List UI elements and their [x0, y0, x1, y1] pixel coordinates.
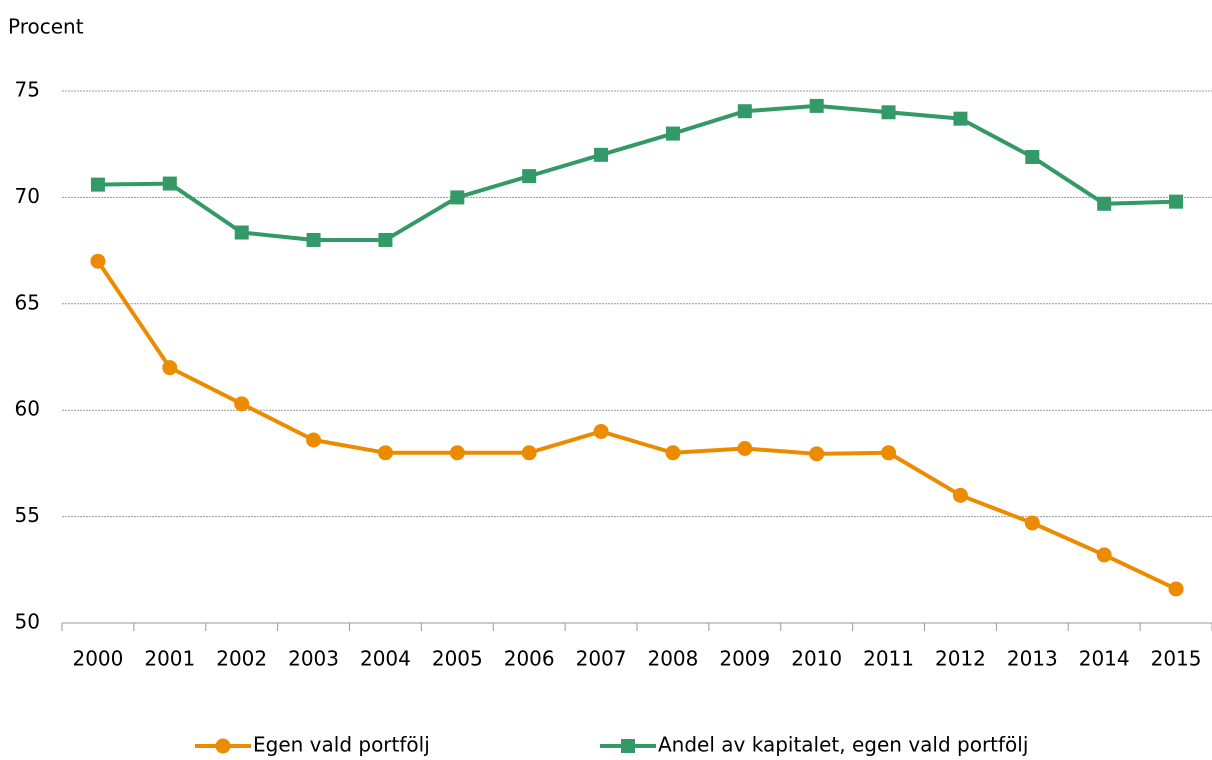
marker — [881, 445, 897, 461]
marker — [1169, 194, 1184, 209]
marker — [521, 445, 537, 461]
marker — [665, 445, 681, 461]
marker — [234, 225, 249, 240]
marker — [450, 190, 465, 205]
marker — [737, 441, 753, 457]
marker — [737, 104, 752, 119]
legend-label: Andel av kapitalet, egen vald portfölj — [658, 733, 1028, 757]
x-tick-label: 2008 — [647, 647, 698, 671]
x-tick-label: 2015 — [1151, 647, 1202, 671]
x-tick-label: 2007 — [576, 647, 627, 671]
series-line — [96, 260, 1177, 591]
y-tick-label: 50 — [15, 610, 40, 634]
legend-marker — [621, 739, 635, 753]
marker — [809, 98, 824, 113]
marker — [1096, 547, 1112, 563]
marker — [952, 487, 968, 503]
y-tick-label: 55 — [15, 503, 40, 527]
x-tick-label: 2011 — [863, 647, 914, 671]
legend-label: Egen vald portfölj — [253, 733, 430, 757]
y-tick-label: 70 — [15, 184, 40, 208]
marker — [809, 446, 825, 462]
marker — [449, 445, 465, 461]
marker — [594, 147, 609, 162]
marker — [953, 111, 968, 126]
marker — [162, 360, 178, 376]
x-tick-label: 2001 — [144, 647, 195, 671]
x-tick-label: 2000 — [72, 647, 123, 671]
x-tick-label: 2003 — [288, 647, 339, 671]
series-line — [97, 103, 1177, 242]
marker — [1097, 196, 1112, 211]
x-tick-label: 2012 — [935, 647, 986, 671]
y-tick-label: 60 — [15, 397, 40, 421]
y-tick-label: 75 — [15, 78, 40, 102]
marker — [378, 232, 393, 247]
x-tick-label: 2006 — [504, 647, 555, 671]
x-tick-label: 2010 — [791, 647, 842, 671]
y-axis-label: Procent — [8, 15, 84, 39]
legend-marker — [215, 738, 231, 754]
y-tick-label: 65 — [15, 290, 40, 314]
marker — [1025, 149, 1040, 164]
marker — [881, 105, 896, 120]
marker — [1024, 515, 1040, 531]
marker — [90, 253, 106, 269]
marker — [162, 176, 177, 191]
marker — [377, 445, 393, 461]
x-tick-label: 2002 — [216, 647, 267, 671]
x-tick-label: 2004 — [360, 647, 411, 671]
marker — [1168, 581, 1184, 597]
x-tick-label: 2014 — [1079, 647, 1130, 671]
marker — [593, 423, 609, 439]
marker — [306, 432, 322, 448]
marker — [522, 169, 537, 184]
marker — [234, 396, 250, 412]
marker — [306, 232, 321, 247]
x-tick-label: 2013 — [1007, 647, 1058, 671]
marker — [90, 177, 105, 192]
marker — [665, 126, 680, 141]
x-tick-label: 2005 — [432, 647, 483, 671]
x-tick-label: 2009 — [719, 647, 770, 671]
